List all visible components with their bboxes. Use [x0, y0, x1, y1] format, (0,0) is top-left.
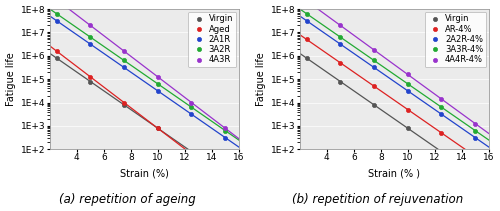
Text: (b) repetition of rejuvenation: (b) repetition of rejuvenation	[292, 193, 463, 206]
3A3R-4%	[438, 106, 444, 108]
4A4R-4%	[472, 122, 478, 125]
Virgin	[472, 174, 478, 176]
Virgin	[121, 104, 127, 106]
2A2R-4%	[438, 113, 444, 115]
AR-4%	[371, 85, 377, 87]
4A4R-4%	[405, 73, 411, 76]
2A2R-4%	[371, 66, 377, 69]
4A3R	[54, 0, 60, 1]
Virgin	[438, 150, 444, 153]
3A3R-4%	[371, 59, 377, 62]
Line: 2A2R-4%: 2A2R-4%	[304, 19, 478, 140]
2A1R	[54, 19, 60, 22]
Y-axis label: Fatigue life: Fatigue life	[256, 52, 266, 106]
Virgin	[304, 57, 310, 60]
AR-4%	[338, 62, 344, 64]
Virgin	[188, 150, 194, 153]
Virgin	[371, 104, 377, 106]
2A1R	[222, 136, 228, 139]
Virgin	[54, 57, 60, 60]
4A4R-4%	[438, 98, 444, 100]
3A2R	[155, 83, 161, 85]
3A2R	[88, 36, 94, 38]
Aged	[121, 101, 127, 104]
4A4R-4%	[304, 0, 310, 2]
Aged	[54, 50, 60, 52]
AR-4%	[304, 38, 310, 41]
Line: 3A2R: 3A2R	[54, 12, 228, 133]
Aged	[155, 127, 161, 130]
Line: 3A3R-4%: 3A3R-4%	[304, 12, 478, 133]
AR-4%	[472, 155, 478, 158]
Line: 2A1R: 2A1R	[54, 19, 228, 140]
2A1R	[121, 66, 127, 69]
Line: Aged: Aged	[54, 49, 228, 182]
Virgin	[155, 127, 161, 130]
4A3R	[222, 127, 228, 130]
X-axis label: Strain (% ): Strain (% )	[368, 168, 420, 178]
4A4R-4%	[338, 24, 344, 27]
3A3R-4%	[304, 12, 310, 15]
Line: Virgin: Virgin	[54, 56, 228, 177]
Aged	[188, 153, 194, 155]
Legend: Virgin, Aged, 2A1R, 3A2R, 4A3R: Virgin, Aged, 2A1R, 3A2R, 4A3R	[188, 12, 236, 67]
2A2R-4%	[405, 90, 411, 92]
4A3R	[188, 101, 194, 104]
Virgin	[88, 80, 94, 83]
2A1R	[88, 43, 94, 45]
X-axis label: Strain (%): Strain (%)	[120, 168, 168, 178]
Virgin	[405, 127, 411, 130]
3A3R-4%	[405, 83, 411, 85]
4A3R	[155, 76, 161, 78]
4A3R	[121, 50, 127, 52]
Legend: Virgin, AR-4%, 2A2R-4%, 3A3R-4%, 4A4R-4%: Virgin, AR-4%, 2A2R-4%, 3A3R-4%, 4A4R-4%	[424, 12, 486, 67]
Aged	[88, 76, 94, 78]
4A3R	[88, 24, 94, 27]
3A2R	[121, 59, 127, 62]
Virgin	[338, 80, 344, 83]
Line: 4A3R: 4A3R	[54, 0, 228, 130]
AR-4%	[438, 132, 444, 134]
2A2R-4%	[472, 136, 478, 139]
3A3R-4%	[472, 129, 478, 132]
3A2R	[188, 106, 194, 108]
Line: AR-4%: AR-4%	[304, 37, 478, 158]
3A3R-4%	[338, 36, 344, 38]
4A4R-4%	[371, 49, 377, 51]
2A1R	[188, 113, 194, 115]
Line: 4A4R-4%: 4A4R-4%	[304, 0, 478, 126]
3A2R	[222, 129, 228, 132]
3A2R	[54, 12, 60, 15]
AR-4%	[405, 108, 411, 111]
Virgin	[222, 174, 228, 176]
2A2R-4%	[338, 43, 344, 45]
Line: Virgin: Virgin	[304, 56, 478, 177]
Y-axis label: Fatigue life: Fatigue life	[6, 52, 16, 106]
Text: (a) repetition of ageing: (a) repetition of ageing	[59, 193, 196, 206]
Aged	[222, 179, 228, 181]
2A2R-4%	[304, 19, 310, 22]
2A1R	[155, 90, 161, 92]
